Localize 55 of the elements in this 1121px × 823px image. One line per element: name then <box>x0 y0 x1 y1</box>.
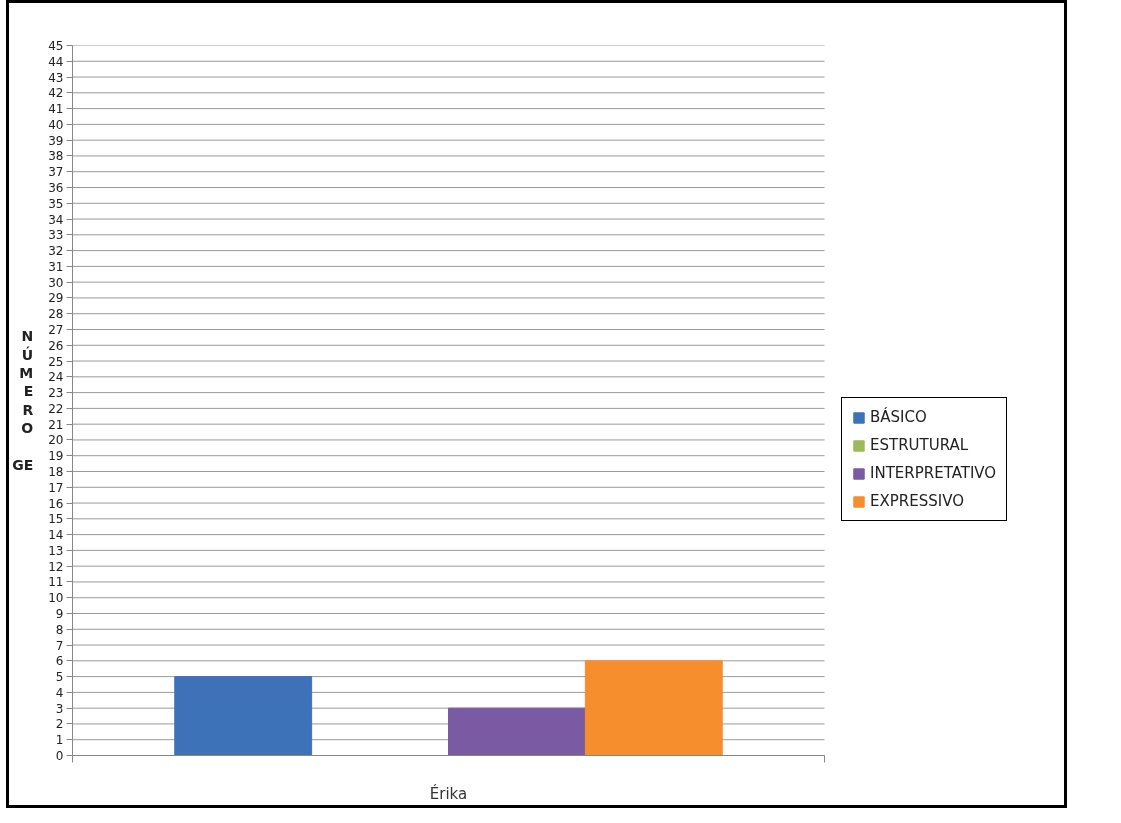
y-tick-label: 33 <box>48 228 64 243</box>
y-tick-label: 42 <box>48 86 64 101</box>
y-tick-label: 18 <box>48 465 64 479</box>
bar <box>448 707 586 756</box>
y-tick-label: 23 <box>48 386 64 401</box>
y-tick-label: 29 <box>48 291 64 306</box>
y-tick-label: 13 <box>48 543 64 558</box>
bar <box>584 660 723 756</box>
y-tick-label: 22 <box>48 401 64 416</box>
y-tick-label: 10 <box>48 591 64 606</box>
y-tick-label: 32 <box>48 244 64 259</box>
y-tick-label: 14 <box>48 528 64 543</box>
legend-label: ESTRUTURAL <box>870 436 969 454</box>
y-tick-label: 1 <box>55 733 64 748</box>
legend-label: INTERPRETATIVO <box>870 464 997 482</box>
y-tick-label: 35 <box>48 196 64 211</box>
y-tick-label: 11 <box>48 575 64 590</box>
y-tick-label: 0 <box>55 749 64 763</box>
y-tick-label: 30 <box>48 275 64 290</box>
y-tick-label: 28 <box>48 307 64 322</box>
y-tick-label: 4 <box>55 685 64 700</box>
y-tick-label: 45 <box>48 39 64 53</box>
y-tick-label: 40 <box>48 117 64 132</box>
y-tick-label: 25 <box>48 354 64 369</box>
bar <box>174 676 313 756</box>
y-tick-label: 27 <box>48 323 64 337</box>
y-tick-label: 26 <box>48 338 64 353</box>
y-tick-label: 16 <box>48 496 64 511</box>
y-tick-label: 3 <box>55 701 64 716</box>
y-tick-label: 34 <box>48 212 64 227</box>
y-tick-label: 2 <box>55 717 64 732</box>
text: NÚMERO GE <box>12 328 34 473</box>
x-tick-label: Érika <box>429 783 468 803</box>
y-tick-label: 24 <box>48 370 64 385</box>
y-tick-label: 15 <box>48 512 64 527</box>
y-tick-label: 19 <box>48 449 64 464</box>
y-tick-label: 17 <box>48 480 64 495</box>
y-tick-label: 9 <box>55 607 64 621</box>
y-tick-label: 39 <box>48 133 64 148</box>
legend-label: EXPRESSIVO <box>870 492 964 510</box>
y-tick-label: 41 <box>48 102 64 117</box>
y-tick-label: 21 <box>48 417 64 432</box>
y-tick-label: 43 <box>48 70 64 85</box>
y-tick-label: 8 <box>55 622 64 637</box>
y-tick-label: 38 <box>48 149 64 164</box>
legend-label: BÁSICO <box>870 408 927 426</box>
y-tick-label: 7 <box>55 638 64 653</box>
y-tick-label: 5 <box>55 670 64 685</box>
y-tick-label: 20 <box>48 433 64 448</box>
y-tick-label: 31 <box>48 259 64 274</box>
y-tick-label: 6 <box>55 654 64 669</box>
y-tick-label: 44 <box>48 54 64 69</box>
y-tick-label: 12 <box>48 559 64 574</box>
y-tick-label: 36 <box>48 181 64 195</box>
y-tick-label: 37 <box>48 165 64 180</box>
